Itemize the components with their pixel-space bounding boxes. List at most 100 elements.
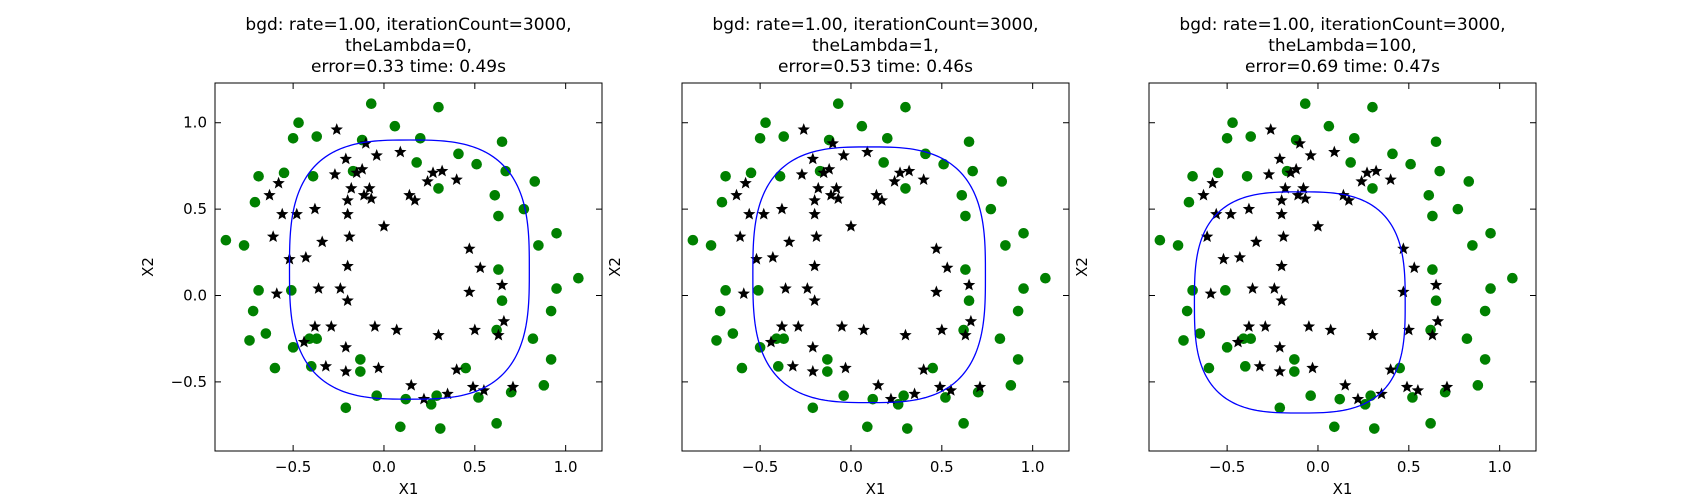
class-0-point: [551, 283, 562, 294]
class-1-point: [1440, 380, 1454, 393]
class-0-point: [807, 402, 819, 414]
class-1-point: [944, 384, 958, 396]
class-1-point: [933, 380, 947, 393]
class-1-point: [1384, 363, 1397, 376]
class-1-point: [325, 320, 338, 332]
class-1-point: [806, 340, 819, 353]
class-0-point: [1367, 183, 1378, 194]
class-1-point: [743, 207, 756, 220]
class-0-point: [1430, 295, 1442, 306]
class-0-point: [1367, 101, 1378, 113]
class-0-point: [960, 264, 971, 275]
class-1-point: [312, 282, 325, 294]
class-1-point: [839, 361, 852, 374]
x-axis-label: X1: [399, 480, 419, 498]
decision-boundary: [288, 139, 530, 400]
class-1-point: [390, 323, 403, 336]
class-1-point: [339, 152, 352, 165]
class-1-point: [835, 320, 849, 332]
class-1-point: [806, 152, 819, 165]
class-1-point: [1400, 380, 1414, 393]
class-0-point: [545, 354, 557, 365]
class-1-point: [792, 320, 805, 332]
class-1-point: [266, 230, 280, 243]
class-1-point: [917, 173, 930, 186]
x-tick-label: 0.0: [839, 458, 863, 476]
class-1-point: [450, 173, 463, 186]
class-0-point: [260, 328, 272, 339]
class-1-point: [1293, 136, 1306, 149]
class-1-point: [808, 193, 821, 206]
class-1-point: [737, 287, 750, 300]
class-0-point: [573, 272, 584, 284]
class-1-point: [1284, 166, 1297, 179]
class-0-point: [1434, 165, 1446, 177]
plot-frame: [1148, 82, 1537, 452]
class-0-point: [862, 421, 873, 433]
class-0-point: [538, 380, 550, 391]
class-1-point: [1262, 168, 1276, 180]
class-0-point: [518, 203, 530, 215]
class-0-point: [720, 285, 731, 296]
y-tick-label: −0.5: [171, 373, 207, 391]
class-1-point: [1297, 181, 1310, 194]
class-0-point: [1485, 228, 1496, 239]
class-1-point: [319, 359, 333, 372]
class-0-point: [1203, 362, 1215, 374]
class-1-point: [408, 193, 422, 206]
class-1-point: [884, 392, 898, 405]
y-axis-label: X2: [1073, 257, 1091, 277]
class-1-point: [1242, 202, 1256, 215]
class-1-point: [1384, 173, 1397, 186]
class-1-point: [270, 287, 283, 300]
chart-title-line: theLambda=0,: [345, 36, 472, 56]
class-0-point: [253, 285, 264, 296]
class-1-point: [930, 242, 943, 255]
class-1-point: [888, 174, 901, 187]
class-0-point: [489, 190, 501, 201]
class-0-point: [1467, 240, 1478, 251]
class-0-point: [878, 157, 889, 168]
class-0-point: [736, 362, 748, 374]
class-1-point: [1197, 188, 1210, 201]
class-1-point: [808, 294, 821, 306]
class-1-point: [334, 282, 347, 294]
class-0-point: [716, 196, 728, 208]
class-1-point: [477, 384, 491, 396]
class-0-point: [355, 354, 366, 365]
class-0-point: [533, 240, 544, 251]
class-1-point: [1311, 219, 1325, 232]
class-0-point: [1040, 272, 1051, 284]
class-1-point: [973, 380, 987, 393]
chart-title-line: error=0.33 time: 0.49s: [311, 57, 506, 77]
class-1-point: [750, 252, 763, 265]
class-0-point: [425, 399, 437, 410]
class-1-point: [1275, 259, 1288, 272]
chart-title-line: error=0.69 time: 0.47s: [1245, 57, 1440, 77]
class-1-point: [421, 174, 434, 187]
class-1-point: [786, 359, 800, 372]
class-0-point: [1345, 157, 1356, 168]
class-1-point: [308, 202, 322, 215]
class-0-point: [760, 117, 771, 129]
class-1-point: [403, 188, 416, 201]
decision-boundary: [1193, 191, 1406, 414]
class-0-point: [1018, 228, 1029, 239]
class-0-point: [1274, 402, 1286, 414]
class-0-point: [1187, 170, 1198, 182]
class-1-point: [870, 188, 883, 201]
class-1-point: [1259, 320, 1272, 332]
class-1-point: [764, 335, 778, 348]
class-0-point: [1220, 285, 1231, 296]
class-1-point: [297, 335, 311, 348]
class-1-point: [810, 230, 823, 243]
subplot-lambda-0: bgd: rate=1.00, iterationCount=3000,theL…: [139, 15, 603, 498]
class-1-point: [872, 378, 885, 391]
class-0-point: [920, 148, 931, 160]
class-0-point: [1387, 148, 1398, 160]
class-1-point: [1275, 193, 1288, 206]
class-0-point: [238, 240, 250, 251]
class-0-point: [892, 399, 904, 410]
class-1-point: [733, 230, 747, 243]
class-1-point: [1397, 242, 1410, 255]
